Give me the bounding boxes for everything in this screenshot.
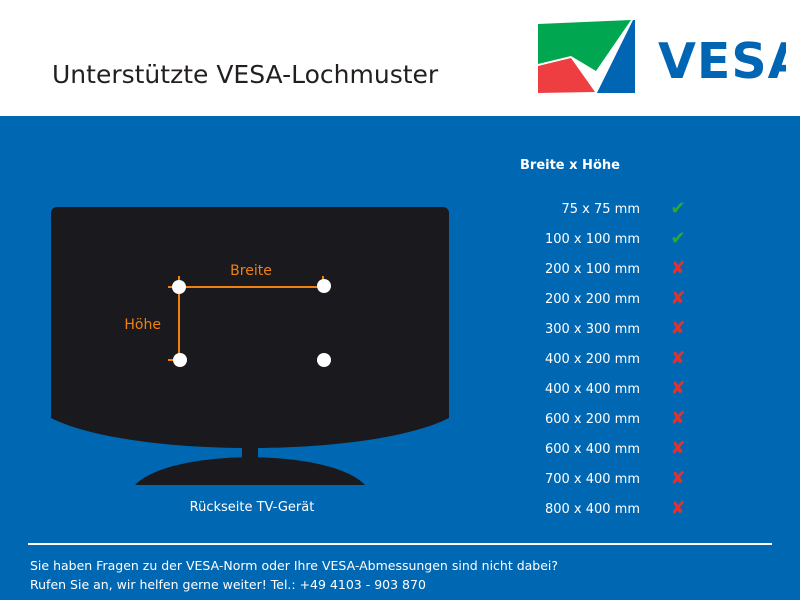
page-header: Unterstützte VESA-Lochmuster VESA [0,0,800,113]
support-cross-icon: ✘ [670,378,686,399]
tv-back-diagram: Breite Höhe [30,190,470,520]
vesa-size-label: 700 x 400 mm [544,471,640,487]
vesa-logo-green-shape [538,20,631,71]
support-cross-icon: ✘ [670,258,686,279]
footer-line-1: Sie haben Fragen zu der VESA-Norm oder I… [30,558,559,573]
mounting-hole-top-right [317,279,331,293]
vesa-size-label: 200 x 100 mm [544,261,640,277]
table-column-header: Breite x Höhe [520,158,620,173]
footer-divider [28,543,772,545]
vesa-size-label: 400 x 400 mm [544,381,640,397]
vesa-wordmark: VESA [658,33,786,90]
support-check-icon: ✔ [670,198,686,219]
vesa-logo-svg: VESA [538,20,800,93]
vesa-logo: VESA [533,16,800,96]
support-cross-icon: ✘ [670,498,686,519]
table-row: 700 x 400 mm ✘ [500,464,710,494]
support-cross-icon: ✘ [670,408,686,429]
table-row: 200 x 100 mm ✘ [500,254,710,284]
support-cross-icon: ✘ [670,348,686,369]
tv-diagram-svg: Breite Höhe [51,207,449,485]
vesa-size-label: 600 x 400 mm [544,441,640,457]
vesa-size-label: 300 x 300 mm [544,321,640,337]
vesa-logo-blue-body [597,20,635,93]
table-row: 400 x 200 mm ✘ [500,344,710,374]
support-check-icon: ✔ [670,228,686,249]
tv-diagram-caption: Rückseite TV-Gerät [189,500,315,515]
hoehe-label: Höhe [124,317,161,333]
vesa-pattern-table: Breite x Höhe 75 x 75 mm ✔ 100 x 100 mm … [500,158,710,524]
table-row: 200 x 200 mm ✘ [500,284,710,314]
support-cross-icon: ✘ [670,468,686,489]
vesa-size-label: 100 x 100 mm [544,231,640,247]
tv-panel [51,207,449,448]
mounting-hole-bottom-left [173,353,187,367]
vesa-size-label: 200 x 200 mm [544,291,640,307]
vesa-logo-red-shape [538,58,595,93]
support-cross-icon: ✘ [670,288,686,309]
support-cross-icon: ✘ [670,438,686,459]
breite-label: Breite [230,263,272,279]
tv-stand-neck [242,433,258,465]
table-row: 300 x 300 mm ✘ [500,314,710,344]
footer-line-2: Rufen Sie an, wir helfen gerne weiter! T… [30,577,426,592]
mounting-hole-bottom-right [317,353,331,367]
tv-stand-base [135,457,365,485]
vesa-size-label: 600 x 200 mm [544,411,640,427]
header-divider [0,113,800,116]
table-row: 800 x 400 mm ✘ [500,494,710,524]
vesa-size-label: 400 x 200 mm [544,351,640,367]
table-row: 100 x 100 mm ✔ [500,224,710,254]
page-title: Unterstützte VESA-Lochmuster [52,60,439,89]
table-row: 600 x 200 mm ✘ [500,404,710,434]
footer-contact-text: Sie haben Fragen zu der VESA-Norm oder I… [30,556,780,594]
table-row: 400 x 400 mm ✘ [500,374,710,404]
vesa-size-label: 800 x 400 mm [544,501,640,517]
vesa-size-label: 75 x 75 mm [561,201,640,217]
table-row: 75 x 75 mm ✔ [500,194,710,224]
mounting-hole-top-left [172,280,186,294]
table-row: 600 x 400 mm ✘ [500,434,710,464]
support-cross-icon: ✘ [670,318,686,339]
